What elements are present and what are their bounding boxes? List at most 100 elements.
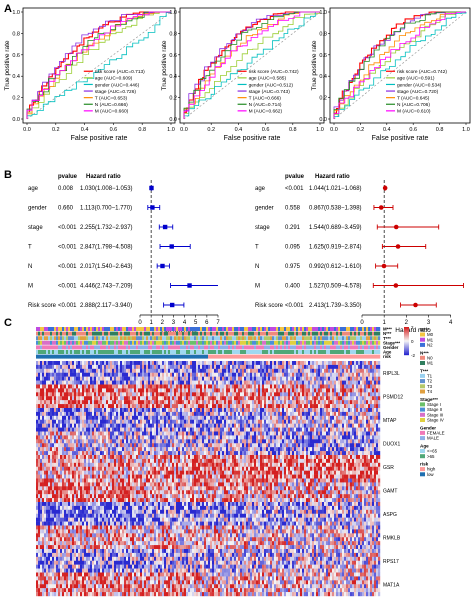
annotation-cell (88, 350, 91, 354)
heatmap-cell (112, 439, 115, 444)
heatmap-cell (344, 396, 347, 401)
heatmap-cell (200, 364, 203, 370)
annotation-cell (274, 350, 277, 354)
heatmap-cell (140, 419, 143, 424)
heatmap-cell (92, 376, 95, 381)
heatmap-cell (78, 404, 81, 409)
heatmap-cell (88, 384, 91, 389)
heatmap-cell (52, 408, 55, 413)
heatmap-cell (354, 384, 357, 389)
heatmap-cell (242, 415, 245, 420)
heatmap-cell (184, 400, 187, 405)
heatmap-cell (206, 380, 209, 385)
heatmap-cell (244, 384, 247, 389)
annotation-cell (170, 327, 173, 331)
heatmap-cell (40, 376, 43, 381)
heatmap-cell (112, 396, 115, 401)
heatmap-cell (302, 435, 305, 440)
heatmap-cell (290, 384, 293, 389)
heatmap-cell (368, 411, 371, 417)
heatmap-cell (350, 384, 353, 389)
heatmap-cell (244, 427, 247, 432)
heatmap-cell (316, 411, 319, 417)
heatmap-cell (234, 372, 237, 377)
heatmap-cell (186, 361, 189, 366)
annotation-cell (336, 336, 339, 341)
heatmap-cell (328, 361, 331, 366)
roc-panel-group: 0.00.00.20.20.40.40.60.60.80.81.01.0Fals… (4, 7, 471, 142)
heatmap-cell (332, 364, 335, 370)
annotation-cell (170, 331, 173, 336)
heatmap-cell (266, 423, 269, 428)
heatmap-cell (368, 361, 371, 366)
heatmap-cell (332, 361, 335, 366)
heatmap-cell (42, 431, 45, 436)
heatmap-cell (40, 427, 43, 432)
heatmap-cell (344, 419, 347, 424)
heatmap-cell (244, 411, 247, 417)
annotation-cell (158, 331, 161, 336)
heatmap-cell (326, 411, 329, 417)
heatmap-cell (118, 408, 121, 413)
annotation-cell (138, 350, 141, 354)
heatmap-cell (214, 388, 217, 393)
heatmap-cell (120, 372, 123, 377)
heatmap-cell (58, 380, 61, 385)
heatmap-cell (154, 404, 157, 409)
heatmap-cell (154, 368, 157, 373)
annotation-cell (74, 336, 77, 341)
annotation-cell (238, 331, 241, 336)
heatmap-cell (44, 388, 47, 393)
heatmap-cell (78, 411, 81, 417)
heatmap-cell (70, 423, 73, 428)
legend-entry: T (AUC=0.666) (249, 95, 282, 101)
heatmap-cell (224, 431, 227, 436)
heatmap-cell (202, 396, 205, 401)
heatmap-cell (234, 427, 237, 432)
heatmap-cell (158, 392, 161, 397)
heatmap-cell (190, 361, 193, 366)
heatmap-cell (110, 396, 113, 401)
heatmap-cell (326, 419, 329, 424)
heatmap-cell (218, 384, 221, 389)
heatmap-cell (82, 404, 85, 409)
heatmap-cell (310, 431, 313, 436)
heatmap-cell (222, 376, 225, 381)
heatmap-cell (168, 364, 171, 370)
heatmap-cell (254, 372, 257, 377)
heatmap-cell (352, 419, 355, 424)
heatmap-cell (116, 439, 119, 444)
annotation-cell (118, 340, 121, 345)
annotation-cell (212, 345, 215, 350)
heatmap-cell (246, 415, 249, 420)
heatmap-cell (184, 364, 187, 370)
heatmap-cell (54, 423, 57, 428)
heatmap-cell (198, 384, 201, 389)
heatmap-cell (58, 361, 61, 366)
heatmap-cell (142, 404, 145, 409)
heatmap-cell (118, 384, 121, 389)
heatmap-cell (234, 368, 237, 373)
heatmap-cell (356, 427, 359, 432)
annotation-cell (276, 327, 279, 331)
annotation-cell (316, 345, 319, 350)
heatmap-cell (82, 376, 85, 381)
annotation-cell (314, 350, 317, 354)
heatmap-cell (296, 415, 299, 420)
heatmap-cell (314, 400, 317, 405)
heatmap-cell (112, 423, 115, 428)
legend-entry: gender (AUC=0.446) (95, 82, 140, 88)
annotation-cell (38, 345, 41, 350)
annotation-cell (372, 336, 375, 341)
heatmap-cell (46, 384, 49, 389)
annotation-cell (216, 340, 219, 345)
annotation-cell (248, 331, 251, 336)
annotation-cell (108, 350, 111, 354)
heatmap-cell (246, 431, 249, 436)
heatmap-cell (176, 435, 179, 440)
annotation-cell (182, 336, 185, 341)
heatmap-cell (154, 361, 157, 366)
heatmap-cell (86, 415, 89, 420)
heatmap-cell (240, 392, 243, 397)
annotation-cell (238, 350, 241, 354)
